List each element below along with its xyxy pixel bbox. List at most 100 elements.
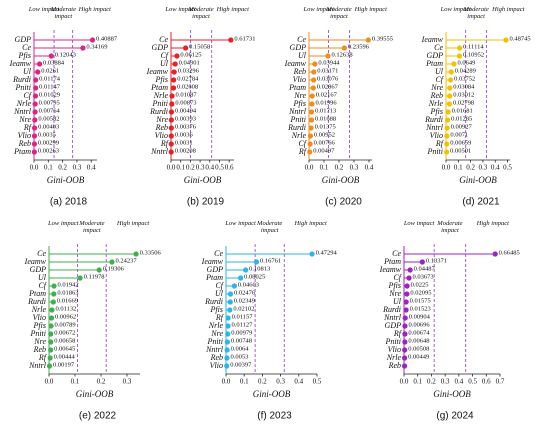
value-label: 0.00645 bbox=[54, 345, 75, 352]
value-label: 0.00658 bbox=[54, 337, 75, 344]
value-label: 0.23596 bbox=[348, 43, 370, 50]
category-label: Rf bbox=[215, 313, 225, 322]
category-label: Pfis bbox=[388, 281, 401, 290]
x-axis-label: Gini-OOB bbox=[253, 389, 291, 399]
dot bbox=[404, 291, 410, 297]
value-label: 0.39555 bbox=[372, 35, 393, 42]
category-label: Rf bbox=[38, 353, 48, 362]
value-label: 0.00962 bbox=[55, 313, 76, 320]
category-label: Ptam bbox=[205, 273, 223, 282]
x-tick-label: 0.0 bbox=[400, 378, 409, 386]
category-label: Nntrl bbox=[383, 313, 402, 322]
impact-label: High impact bbox=[476, 220, 509, 227]
value-label: 0.01157 bbox=[232, 313, 254, 320]
category-label: Rurdi bbox=[424, 115, 443, 124]
category-label: Reb bbox=[293, 67, 306, 76]
category-label: Nrle bbox=[428, 99, 444, 108]
x-tick-label: 0.4 bbox=[294, 378, 303, 386]
value-label: 0.04289 bbox=[455, 67, 476, 74]
category-label: Nre bbox=[430, 83, 443, 92]
dot bbox=[407, 267, 413, 273]
value-label: 0.0649 bbox=[457, 59, 475, 66]
impact-label: High impact bbox=[78, 6, 111, 13]
category-label: Pniti bbox=[426, 147, 443, 156]
category-label: Pniti bbox=[151, 99, 168, 108]
dot bbox=[168, 109, 175, 115]
dot bbox=[456, 53, 463, 59]
value-label: 0.08025 bbox=[244, 273, 265, 280]
value-label: 0.01029 bbox=[39, 91, 60, 98]
x-tick-label: 0.4 bbox=[491, 164, 500, 172]
category-label: Pfis bbox=[33, 321, 46, 330]
dot bbox=[402, 331, 408, 337]
dot bbox=[80, 45, 86, 51]
category-label: Ptam bbox=[150, 83, 168, 92]
value-label: 0.10952 bbox=[463, 51, 484, 58]
value-label: 0.0225 bbox=[411, 281, 429, 288]
x-tick-label: 0.4 bbox=[87, 164, 96, 172]
value-label: 0.03752 bbox=[454, 75, 475, 82]
category-label: Pfis bbox=[155, 75, 168, 84]
x-tick-label: 0.3 bbox=[479, 164, 488, 172]
dot bbox=[225, 331, 231, 337]
dot bbox=[224, 339, 230, 345]
category-label: Vlio bbox=[33, 313, 46, 322]
dot bbox=[48, 331, 54, 337]
caption: (f) 2023 bbox=[257, 411, 292, 422]
x-tick-label: 0.5 bbox=[503, 164, 512, 172]
value-label: 0.0053 bbox=[230, 353, 248, 360]
dot bbox=[48, 315, 55, 321]
x-tick-label: 0.4 bbox=[454, 378, 463, 386]
dot bbox=[404, 283, 410, 289]
category-label: Reb bbox=[33, 345, 46, 354]
category-label: Ul bbox=[38, 273, 47, 282]
category-label: Pniti bbox=[206, 337, 223, 346]
value-label: 0.01688 bbox=[315, 115, 336, 122]
dot bbox=[32, 93, 39, 99]
x-tick-label: 0.1 bbox=[71, 378, 80, 386]
value-label: 0.47294 bbox=[316, 249, 338, 256]
impact-label: High impact bbox=[354, 6, 387, 13]
category-label: GDP bbox=[427, 51, 444, 60]
x-tick-label: 0.3 bbox=[350, 164, 359, 172]
category-label: Cf bbox=[160, 51, 169, 60]
value-label: 0.02608 bbox=[177, 83, 198, 90]
category-label: Ieamw bbox=[421, 35, 444, 44]
dot bbox=[231, 283, 237, 289]
dot bbox=[444, 125, 450, 131]
x-tick-label: 0.3 bbox=[123, 378, 132, 386]
value-label: 0.00508 bbox=[408, 345, 429, 352]
value-label: 0.03171 bbox=[317, 67, 338, 74]
category-label: Nre bbox=[210, 329, 223, 338]
value-label: 0.00904 bbox=[409, 313, 431, 320]
category-label: Ptam bbox=[288, 83, 306, 92]
value-label: 0.00299 bbox=[38, 139, 59, 146]
impact-label: Moderate impact bbox=[79, 220, 105, 234]
dot bbox=[243, 267, 249, 273]
impact-label: Moderate impact bbox=[437, 220, 463, 234]
dot bbox=[77, 275, 83, 281]
dot bbox=[492, 251, 498, 257]
value-label: 0.03673 bbox=[413, 273, 434, 280]
category-label: Ul bbox=[23, 67, 32, 76]
dot bbox=[224, 363, 230, 369]
category-label: Vlio bbox=[430, 131, 443, 140]
category-label: Rurdi bbox=[287, 123, 306, 132]
x-tick-label: 0.1 bbox=[176, 164, 185, 172]
value-label: 0.0031 bbox=[175, 139, 193, 146]
dot bbox=[227, 299, 233, 305]
dot bbox=[50, 299, 56, 305]
caption: (g) 2024 bbox=[436, 411, 474, 422]
dot bbox=[311, 77, 317, 83]
dot bbox=[51, 283, 57, 289]
category-label: Nntrl bbox=[13, 107, 32, 116]
category-label: Pfis bbox=[18, 51, 31, 60]
dot bbox=[308, 117, 315, 123]
value-label: 0.00397 bbox=[230, 361, 252, 368]
impact-label: Low impact bbox=[303, 6, 335, 13]
x-tick-label: 0.3 bbox=[196, 164, 205, 172]
x-tick-label: 0.2 bbox=[58, 164, 67, 172]
dot bbox=[224, 347, 230, 353]
caption: (e) 2022 bbox=[79, 411, 117, 422]
category-label: Ce bbox=[392, 249, 401, 258]
